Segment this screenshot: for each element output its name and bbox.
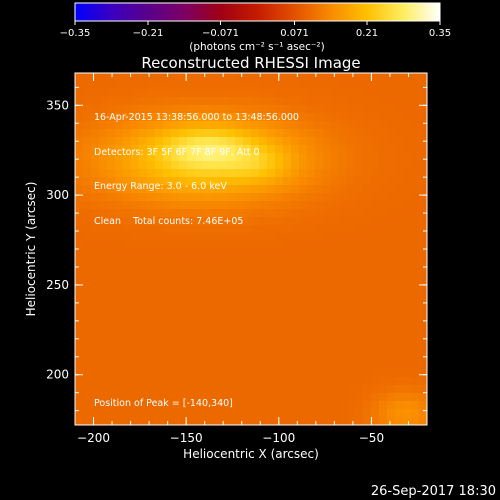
y-tick-label: 250 bbox=[46, 278, 69, 292]
y-tick-label: 300 bbox=[46, 188, 69, 202]
colorbar-tick-label: 0.21 bbox=[356, 28, 378, 39]
info-line-detectors: Detectors: 3F 5F 6F 7F 8F 9F, Att 0 bbox=[94, 146, 260, 158]
y-tick-label: 200 bbox=[46, 368, 69, 382]
colorbar-tick-label: 0.35 bbox=[429, 28, 451, 39]
x-axis-label: Heliocentric X (arcsec) bbox=[183, 447, 319, 461]
chart-title: Reconstructed RHESSI Image bbox=[141, 54, 360, 72]
colorbar-tick-label: −0.071 bbox=[202, 28, 239, 39]
colorbar-ticks: −0.35 −0.21 −0.071 0.071 0.21 0.35 bbox=[60, 21, 451, 39]
info-line-time: 16-Apr-2015 13:38:56.000 to 13:48:56.000 bbox=[94, 112, 299, 123]
colorbar-tick-label: −0.35 bbox=[60, 28, 91, 39]
info-line-energy: Energy Range: 3.0 - 6.0 keV bbox=[94, 181, 227, 192]
x-tick-label: −100 bbox=[262, 431, 295, 445]
x-tick-label: −50 bbox=[359, 431, 384, 445]
peak-position-label: Position of Peak = [-140,340] bbox=[94, 398, 233, 409]
info-line-clean: Clean Total counts: 7.46E+05 bbox=[94, 215, 244, 227]
y-axis-label: Heliocentric Y (arcsec) bbox=[24, 182, 38, 317]
y-tick-label: 350 bbox=[46, 98, 69, 112]
footer-timestamp: 26-Sep-2017 18:30 bbox=[371, 484, 496, 499]
x-tick-label: −200 bbox=[77, 431, 110, 445]
x-tick-label: −150 bbox=[170, 431, 203, 445]
colorbar bbox=[74, 2, 441, 22]
axis-ticks: −200 −150 −100 −50 200 250 300 350 bbox=[46, 73, 427, 445]
colorbar-tick-label: 0.071 bbox=[280, 28, 309, 39]
info-block: 16-Apr-2015 13:38:56.000 to 13:48:56.000… bbox=[94, 89, 299, 239]
colorbar-unit-label: (photons cm⁻² s⁻¹ asec⁻²) bbox=[189, 41, 324, 53]
colorbar-tick-label: −0.21 bbox=[133, 28, 164, 39]
